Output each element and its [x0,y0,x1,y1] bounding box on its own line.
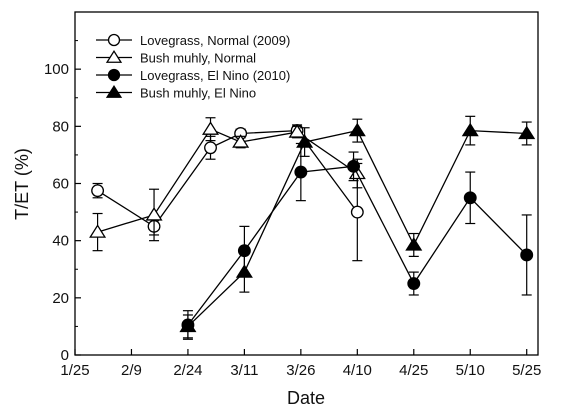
legend-marker [107,33,121,47]
y-tick-label: 60 [52,176,69,193]
legend-label: Bush muhly, El Nino [140,86,256,101]
x-tick-label: 2/24 [173,362,202,379]
legend-marker [105,49,123,63]
legend: Lovegrass, Normal (2009) Bush muhly, Norm… [96,33,290,101]
x-axis-title: Date [287,388,325,408]
legend-marker [107,68,121,82]
data-point [288,124,306,138]
legend-label: Lovegrass, El Nino (2010) [140,68,290,83]
x-tick-label: 1/25 [60,362,89,379]
data-point [461,122,479,137]
data-point [232,134,250,148]
series-4 [179,115,536,339]
data-point [407,277,421,290]
data-point [348,122,366,137]
data-point [518,125,536,140]
data-point [296,134,314,148]
series-3 [181,142,534,340]
y-tick-label: 100 [44,61,69,78]
data-point [91,184,105,198]
data-point [350,205,364,219]
y-axis-title: T/ET (%) [12,148,32,220]
series-line [97,128,358,233]
data-point [463,191,477,205]
y-tick-label: 0 [61,347,69,364]
legend-entry: Bush muhly, Normal [96,49,256,66]
legend-entry: Lovegrass, Normal (2009) [96,33,290,48]
x-tick-label: 3/11 [230,362,258,379]
data-point [179,318,197,333]
x-tick-label: 3/26 [286,362,315,379]
data-point [235,264,253,278]
data-point [347,159,361,173]
series-line [97,129,358,228]
data-point [405,237,423,251]
series-1 [91,124,364,262]
data-point [89,224,107,238]
legend-label: Lovegrass, Normal (2009) [140,33,290,48]
y-tick-label: 20 [52,290,69,307]
legend-label: Bush muhly, Normal [140,51,256,66]
x-tick-label: 4/10 [343,362,372,379]
y-tick-label: 80 [52,118,69,135]
tick-marks: 0 20 40 60 80 100 1/25 2/9 2/24 3/11 3/26 4/10 4/25 5… [44,40,541,379]
data-point [145,207,163,221]
data-point [520,248,534,262]
legend-marker [105,84,123,98]
data-point [204,141,217,155]
x-tick-label: 2/9 [121,362,142,379]
x-tick-label: 5/10 [456,362,485,379]
data-point [294,165,308,179]
x-tick-label: 5/25 [512,362,541,379]
legend-entry: Lovegrass, El Nino (2010) [96,68,290,83]
data-point [201,121,220,135]
series-layer [89,115,536,340]
x-tick-label: 4/25 [399,362,428,379]
y-tick-label: 40 [52,233,69,250]
legend-entry: Bush muhly, El Nino [96,84,256,101]
